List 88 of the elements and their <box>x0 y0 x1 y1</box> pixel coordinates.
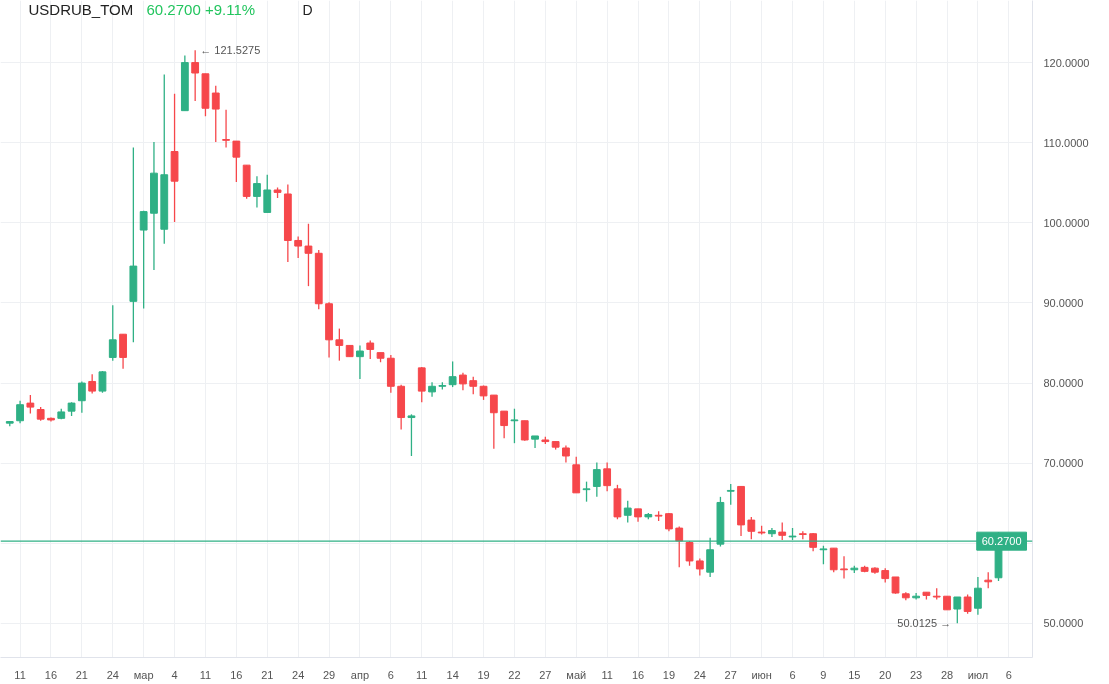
candlestick <box>623 500 632 524</box>
candlestick <box>139 210 148 310</box>
x-tick-label: 6 <box>1005 668 1012 681</box>
annotation: D <box>302 1 313 18</box>
chart-title: USDRUB_TOM <box>28 1 134 18</box>
x-tick-label: 6 <box>387 668 394 681</box>
x-tick-label: 16 <box>44 668 58 681</box>
candlestick <box>253 175 261 209</box>
x-tick-label: 11 <box>601 668 613 681</box>
x-tick-label: 19 <box>662 668 676 681</box>
candlestick <box>263 174 272 214</box>
candlestick <box>77 380 86 414</box>
x-tick-label: 28 <box>940 668 954 681</box>
candlestick <box>211 85 220 143</box>
candlestick <box>675 525 684 569</box>
candlestick <box>685 540 694 567</box>
x-tick-label: 24 <box>292 668 305 681</box>
candlestick <box>26 394 35 415</box>
candlestick <box>294 235 303 259</box>
candlestick <box>768 527 776 538</box>
candlestick <box>304 222 313 287</box>
x-tick-label: мар <box>133 668 154 681</box>
y-tick-label: 50.0000 <box>1043 617 1084 630</box>
x-tick-label: 9 <box>820 668 827 681</box>
y-tick-label: 90.0000 <box>1043 296 1084 309</box>
candlestick <box>500 410 509 440</box>
candlestick <box>98 370 107 394</box>
candlestick <box>953 596 962 624</box>
candlestick <box>726 483 735 506</box>
y-tick-label: 120.0000 <box>1043 56 1090 69</box>
candlestick <box>747 516 756 540</box>
x-tick-label: 22 <box>508 668 521 681</box>
candlestick <box>448 360 457 388</box>
x-tick-label: 11 <box>199 668 212 681</box>
candlestick <box>222 109 230 149</box>
annotation: 50.0125 → <box>897 617 952 630</box>
x-tick-label: 16 <box>631 668 645 681</box>
candlestick <box>510 408 519 444</box>
x-tick-label: июн <box>751 668 772 681</box>
candlestick <box>531 435 539 449</box>
x-tick-label: 15 <box>848 668 861 681</box>
candlestick <box>335 327 344 362</box>
candlestick <box>366 339 375 360</box>
x-tick-label: 24 <box>106 668 119 681</box>
chart-subtitle: 60.2700 +9.11% <box>146 1 256 18</box>
y-tick-label: 100.0000 <box>1043 216 1090 229</box>
x-tick-label: 6 <box>789 668 796 681</box>
candlestick <box>16 400 24 424</box>
candlestick <box>829 547 838 573</box>
annotation: ← 121.5275 <box>200 44 261 57</box>
ref-line-label: 60.2700 <box>981 535 1022 548</box>
x-tick-label: июл <box>967 668 989 681</box>
candlestick <box>819 545 828 565</box>
x-tick-label: апр <box>350 668 370 681</box>
y-tick-label: 110.0000 <box>1043 136 1089 149</box>
candlestick <box>119 333 127 370</box>
candlestick <box>108 304 117 362</box>
x-tick-label: 21 <box>75 668 88 681</box>
candlestick <box>191 49 200 102</box>
x-tick-label: 21 <box>261 668 274 681</box>
candlestick <box>520 420 529 442</box>
candlestick <box>582 480 591 503</box>
x-tick-label: 20 <box>879 668 892 681</box>
x-tick-label: 11 <box>416 668 428 681</box>
candlestick <box>417 366 426 403</box>
candlestick <box>407 413 416 457</box>
x-tick-label: 27 <box>724 668 737 681</box>
x-tick-label: 24 <box>693 668 706 681</box>
x-tick-label: 29 <box>322 668 336 681</box>
y-tick-label: 70.0000 <box>1043 457 1084 470</box>
candlestick <box>88 373 97 395</box>
x-tick-label: 11 <box>14 668 26 681</box>
x-tick-label: 23 <box>910 668 923 681</box>
x-tick-label: 4 <box>171 668 178 681</box>
x-tick-label: 19 <box>477 668 490 681</box>
x-tick-label: 16 <box>230 668 243 681</box>
candlestick <box>356 344 364 380</box>
candlestick <box>603 461 612 492</box>
y-tick-label: 80.0000 <box>1043 377 1084 390</box>
x-tick-label: май <box>566 668 587 681</box>
candlestick <box>592 461 601 498</box>
candlestick <box>232 140 241 183</box>
x-tick-label: 27 <box>539 668 552 681</box>
candlestick <box>489 394 498 450</box>
x-tick-label: 14 <box>446 668 459 681</box>
candlestick <box>963 593 972 615</box>
candlestick <box>840 555 848 580</box>
candlestick <box>974 576 982 616</box>
